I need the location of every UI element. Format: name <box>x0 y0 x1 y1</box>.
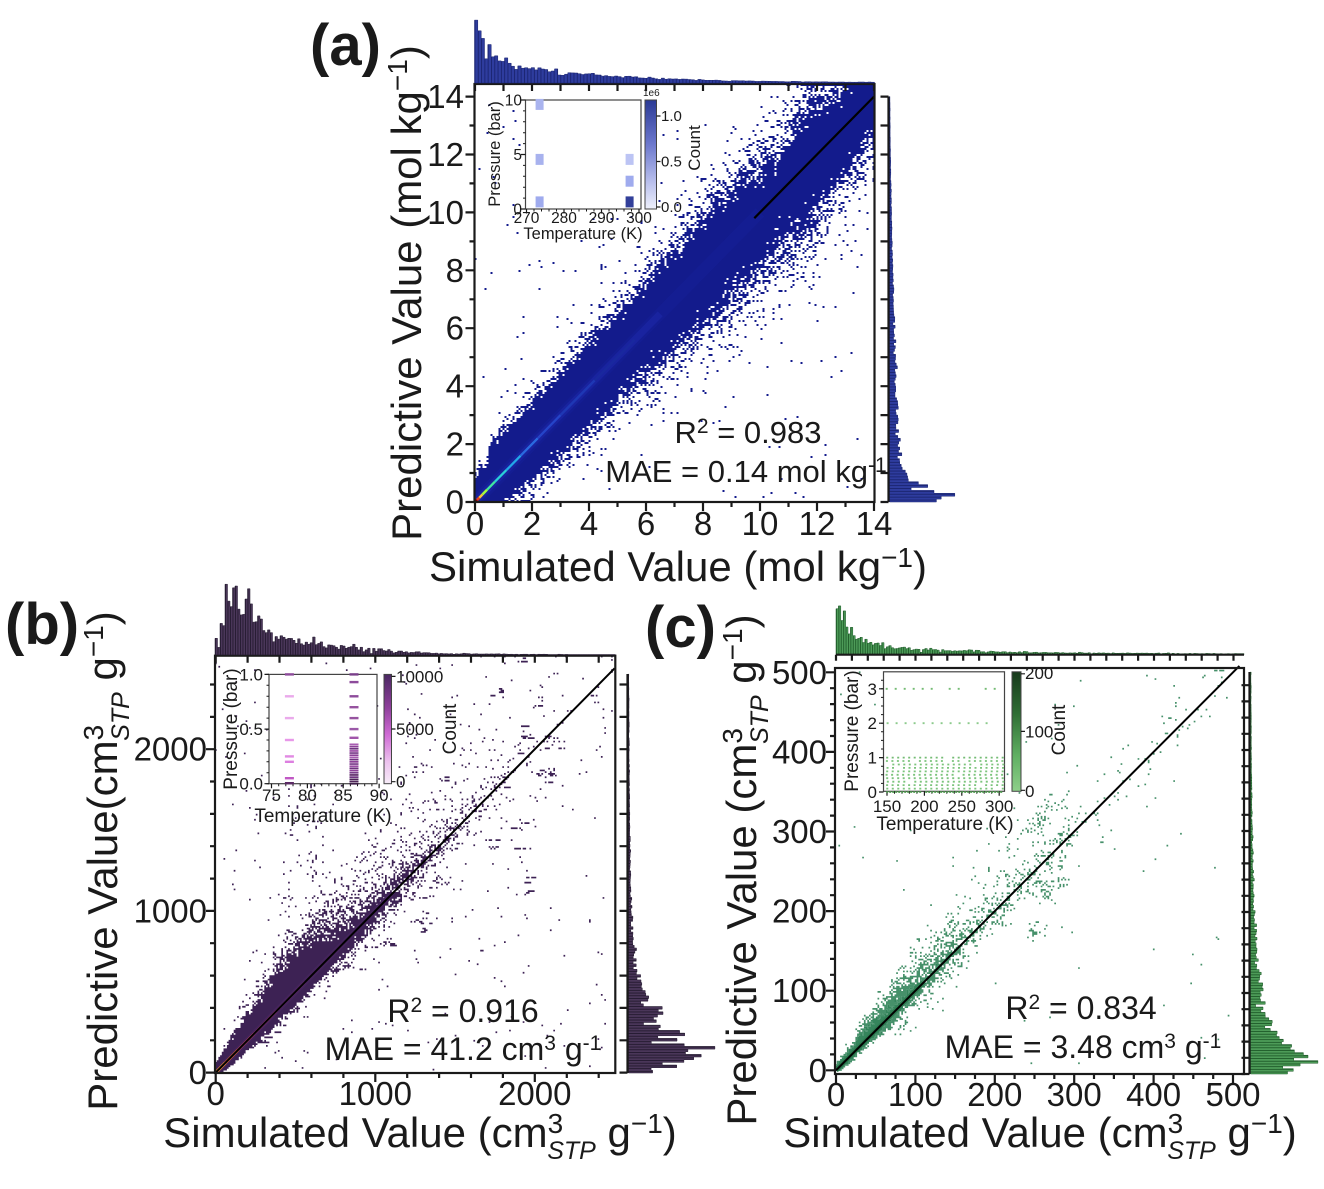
svg-text:0.5: 0.5 <box>661 154 682 171</box>
svg-text:1.0: 1.0 <box>661 108 682 125</box>
svg-text:200: 200 <box>910 797 938 816</box>
svg-text:3: 3 <box>868 680 877 699</box>
svg-text:0.0: 0.0 <box>239 775 263 794</box>
svg-text:85: 85 <box>334 786 353 805</box>
svg-text:Pressure (bar): Pressure (bar) <box>842 670 863 791</box>
svg-text:6: 6 <box>637 505 655 542</box>
svg-text:10: 10 <box>427 194 464 231</box>
svg-text:R2 = 0.916: R2 = 0.916 <box>387 993 538 1029</box>
svg-text:100: 100 <box>1025 722 1053 741</box>
svg-text:14: 14 <box>856 505 893 542</box>
svg-text:100: 100 <box>888 1076 943 1113</box>
svg-text:300: 300 <box>1047 1076 1102 1113</box>
svg-text:0: 0 <box>827 1076 845 1113</box>
svg-text:270: 270 <box>514 210 540 227</box>
svg-text:0: 0 <box>868 783 877 802</box>
svg-text:200: 200 <box>967 1076 1022 1113</box>
svg-text:0: 0 <box>513 202 522 219</box>
svg-text:Simulated Value (mol kg−1): Simulated Value (mol kg−1) <box>429 542 927 590</box>
svg-text:Count: Count <box>685 125 704 171</box>
svg-text:1.0: 1.0 <box>239 665 263 684</box>
svg-text:2000: 2000 <box>498 1075 571 1112</box>
svg-text:R2 = 0.834: R2 = 0.834 <box>1005 990 1156 1026</box>
svg-text:(a): (a) <box>310 13 381 78</box>
svg-text:5: 5 <box>513 147 522 164</box>
svg-text:2000: 2000 <box>134 731 207 768</box>
svg-text:Temperature (K): Temperature (K) <box>876 814 1013 835</box>
svg-text:10000: 10000 <box>396 667 443 686</box>
svg-text:100: 100 <box>772 972 827 1009</box>
svg-text:MAE = 0.14 mol kg-1: MAE = 0.14 mol kg-1 <box>605 454 886 489</box>
svg-text:0: 0 <box>396 773 405 792</box>
svg-text:12: 12 <box>799 505 836 542</box>
svg-text:8: 8 <box>446 252 464 289</box>
svg-text:14: 14 <box>427 78 464 115</box>
svg-text:10: 10 <box>505 93 523 110</box>
svg-text:Count: Count <box>440 703 461 754</box>
svg-text:0: 0 <box>809 1052 827 1089</box>
svg-text:0.0: 0.0 <box>661 199 682 216</box>
svg-text:4: 4 <box>446 368 464 405</box>
svg-text:1000: 1000 <box>339 1075 412 1112</box>
svg-text:MAE = 41.2 cm3 g-1: MAE = 41.2 cm3 g-1 <box>325 1031 602 1067</box>
svg-text:0: 0 <box>1025 782 1034 801</box>
svg-text:200: 200 <box>772 893 827 930</box>
svg-text:300: 300 <box>626 210 652 227</box>
svg-text:12: 12 <box>427 136 464 173</box>
svg-text:1: 1 <box>868 749 877 768</box>
svg-text:1e6: 1e6 <box>643 88 660 99</box>
svg-text:2: 2 <box>446 426 464 463</box>
svg-text:90: 90 <box>370 786 389 805</box>
svg-text:280: 280 <box>551 210 577 227</box>
svg-text:250: 250 <box>948 797 976 816</box>
svg-text:2: 2 <box>868 714 877 733</box>
svg-text:300: 300 <box>772 813 827 850</box>
svg-text:Pressure (bar): Pressure (bar) <box>486 101 504 206</box>
svg-text:MAE = 3.48 cm3 g-1: MAE = 3.48 cm3 g-1 <box>945 1029 1222 1065</box>
svg-text:6: 6 <box>446 310 464 347</box>
svg-text:Predictive Value (mol kg−1): Predictive Value (mol kg−1) <box>382 45 430 541</box>
svg-text:0.5: 0.5 <box>239 720 263 739</box>
svg-text:4: 4 <box>580 505 598 542</box>
svg-text:R2 = 0.983: R2 = 0.983 <box>675 415 822 450</box>
svg-text:80: 80 <box>298 786 317 805</box>
svg-text:Count: Count <box>1049 704 1070 755</box>
svg-text:0: 0 <box>207 1075 225 1112</box>
svg-text:Temperature (K): Temperature (K) <box>523 225 642 243</box>
svg-text:8: 8 <box>694 505 712 542</box>
svg-text:200: 200 <box>1025 664 1053 683</box>
svg-text:0: 0 <box>189 1054 207 1091</box>
svg-text:400: 400 <box>1126 1076 1181 1113</box>
svg-text:0: 0 <box>446 484 464 521</box>
svg-text:0: 0 <box>466 505 484 542</box>
svg-text:290: 290 <box>589 210 615 227</box>
svg-text:500: 500 <box>1205 1076 1260 1113</box>
svg-text:500: 500 <box>772 654 827 691</box>
svg-text:75: 75 <box>262 786 281 805</box>
svg-text:400: 400 <box>772 733 827 770</box>
svg-text:(b): (b) <box>5 592 79 657</box>
svg-text:Temperature (K): Temperature (K) <box>254 806 391 827</box>
svg-text:10: 10 <box>742 505 779 542</box>
svg-text:Pressure (bar): Pressure (bar) <box>221 668 242 789</box>
svg-text:2: 2 <box>523 505 541 542</box>
svg-text:5000: 5000 <box>396 720 434 739</box>
svg-text:(c): (c) <box>645 595 716 660</box>
svg-text:150: 150 <box>873 797 901 816</box>
svg-text:1000: 1000 <box>134 892 207 929</box>
svg-text:300: 300 <box>985 797 1013 816</box>
